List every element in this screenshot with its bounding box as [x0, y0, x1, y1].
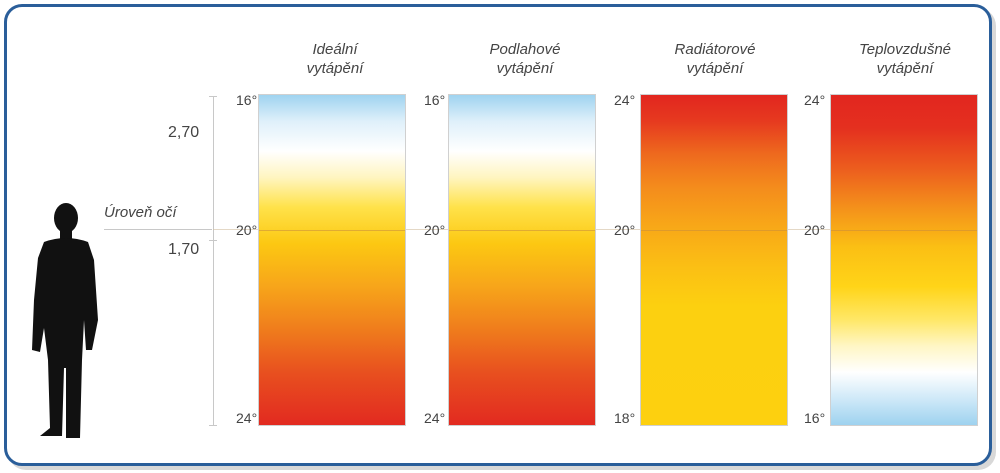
column-title-ideal: Ideální vytápění	[306, 41, 364, 77]
height-scale-cap-top	[209, 96, 217, 97]
height-scale-cap-bottom	[209, 425, 217, 426]
height-scale-cap-mid	[209, 240, 217, 241]
tick-warmair-top: 24°	[804, 92, 826, 108]
height-scale-line	[213, 96, 214, 426]
tick-warmair-mid: 20°	[804, 222, 826, 238]
tick-floor-top: 16°	[424, 92, 446, 108]
person-silhouette-icon	[32, 203, 98, 438]
gradient-bar-radiator	[640, 94, 788, 426]
tick-radiator-mid: 20°	[614, 222, 636, 238]
eye-level-label: Úroveň očí	[104, 204, 177, 221]
tick-radiator-bottom: 18°	[614, 410, 636, 426]
column-title-radiator: Radiátorové vytápění	[674, 41, 756, 77]
gradient-bar-ideal	[258, 94, 406, 426]
tick-warmair-bottom: 16°	[804, 410, 826, 426]
tick-radiator-top: 24°	[614, 92, 636, 108]
column-title-floor: Podlahové vytápění	[489, 41, 561, 77]
gradient-bar-warmair	[830, 94, 978, 426]
tick-floor-mid: 20°	[424, 222, 446, 238]
eye-level-line	[104, 229, 212, 230]
tick-floor-bottom: 24°	[424, 410, 446, 426]
height-label-upper: 2,70	[168, 124, 200, 141]
tick-ideal-top: 16°	[236, 92, 258, 108]
gradient-bar-floor	[448, 94, 596, 426]
tick-ideal-mid: 20°	[236, 222, 258, 238]
column-title-warmair: Teplovzdušné vytápění	[858, 41, 951, 77]
tick-ideal-bottom: 24°	[236, 410, 258, 426]
height-label-lower: 1,70	[168, 241, 200, 258]
